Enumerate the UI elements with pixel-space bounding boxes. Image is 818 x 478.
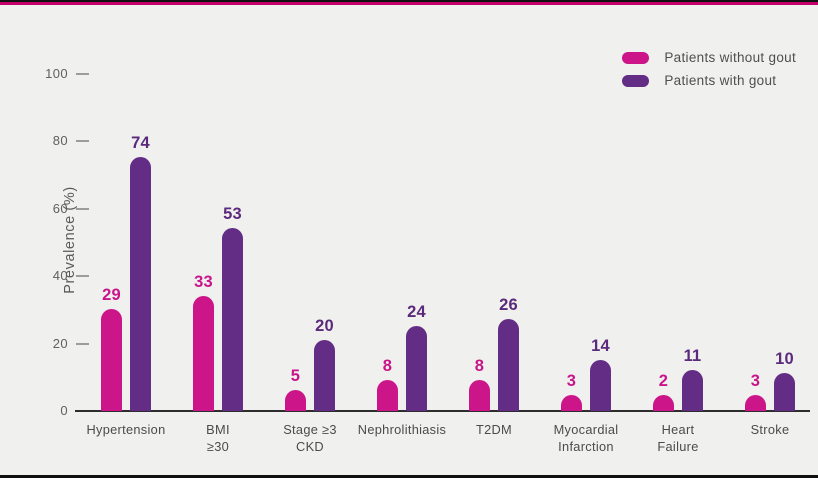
bar-with-gout-t2dm	[498, 319, 519, 411]
y-tick-label-100: 100	[45, 65, 68, 81]
bar-value-with-gout-bmi-ge-30: 53	[223, 205, 242, 224]
legend-swatch-with-gout	[622, 74, 650, 87]
y-tick-label-0: 0	[60, 403, 68, 418]
bottom-black-border	[0, 475, 818, 478]
bar-value-with-gout-heart-failure: 11	[683, 346, 702, 365]
bar-without-gout-nephrolithiasis	[377, 380, 398, 411]
bar-value-without-gout-hypertension: 29	[102, 286, 121, 305]
legend-swatch-without-gout	[622, 51, 650, 64]
category-label-bmi-ge-30: BMI ≥30	[206, 422, 230, 454]
legend-label-with-gout: Patients with gout	[664, 73, 777, 88]
bar-without-gout-hypertension	[101, 309, 122, 411]
bar-value-with-gout-t2dm: 26	[499, 296, 518, 315]
bar-without-gout-t2dm	[469, 380, 490, 411]
category-label-stage-ge-3-ckd: Stage ≥3 CKD	[283, 422, 337, 454]
bar-without-gout-myocardial-infarction	[561, 395, 582, 411]
bar-value-with-gout-myocardial-infarction: 14	[591, 336, 610, 355]
y-tick-label-60: 60	[52, 200, 68, 216]
bar-without-gout-stage-ge-3-ckd	[285, 390, 306, 411]
y-tick-mark-60	[76, 207, 89, 210]
y-tick-mark-20	[76, 342, 89, 345]
bar-without-gout-stroke	[745, 395, 766, 411]
y-tick-label-20: 20	[52, 335, 68, 351]
bar-value-without-gout-t2dm: 8	[474, 357, 485, 376]
bar-value-without-gout-myocardial-infarction: 3	[566, 372, 577, 390]
top-black-border	[0, 0, 818, 2]
legend: Patients without gout Patients with gout	[622, 50, 796, 88]
bar-with-gout-stage-ge-3-ckd	[314, 339, 335, 411]
bar-value-without-gout-heart-failure: 2	[658, 372, 669, 390]
y-tick-mark-100	[76, 72, 89, 75]
legend-item-without-gout: Patients without gout	[622, 50, 796, 65]
category-label-t2dm: T2DM	[475, 422, 513, 437]
category-label-heart-failure: Heart Failure	[657, 422, 699, 454]
bar-with-gout-stroke	[774, 373, 795, 411]
bar-with-gout-myocardial-infarction	[590, 359, 611, 411]
bar-without-gout-bmi-ge-30	[193, 295, 214, 411]
bar-with-gout-hypertension	[130, 157, 151, 411]
category-label-nephrolithiasis: Nephrolithiasis	[357, 422, 447, 437]
bar-with-gout-nephrolithiasis	[406, 326, 427, 411]
x-axis-line	[75, 410, 810, 412]
bar-value-without-gout-bmi-ge-30: 33	[194, 272, 213, 291]
category-label-hypertension: Hypertension	[86, 422, 166, 437]
legend-label-without-gout: Patients without gout	[664, 50, 796, 65]
bar-value-without-gout-stage-ge-3-ckd: 5	[290, 367, 301, 386]
category-label-stroke: Stroke	[750, 422, 790, 437]
bar-value-with-gout-hypertension: 74	[131, 134, 150, 153]
category-label-myocardial-infarction: Myocardial Infarction	[553, 422, 619, 454]
top-pink-accent-line	[0, 2, 818, 5]
y-tick-mark-40	[76, 275, 89, 278]
y-tick-label-80: 80	[52, 133, 68, 149]
bar-without-gout-heart-failure	[653, 395, 674, 411]
bar-value-without-gout-stroke: 3	[750, 372, 761, 390]
y-tick-mark-80	[76, 140, 89, 143]
bar-with-gout-heart-failure	[682, 369, 703, 411]
bar-value-with-gout-stroke: 10	[775, 350, 794, 369]
bar-value-without-gout-nephrolithiasis: 8	[382, 357, 393, 376]
y-tick-label-40: 40	[52, 268, 68, 284]
bar-value-with-gout-nephrolithiasis: 24	[407, 303, 426, 322]
bar-with-gout-bmi-ge-30	[222, 228, 243, 411]
legend-item-with-gout: Patients with gout	[622, 73, 796, 88]
bar-value-with-gout-stage-ge-3-ckd: 20	[315, 316, 334, 335]
